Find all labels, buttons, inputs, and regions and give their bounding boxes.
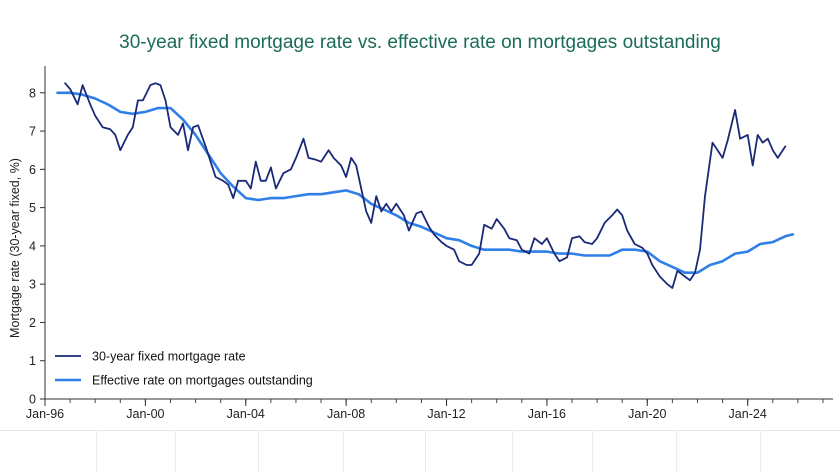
x-tick-label: Jan-16 — [528, 407, 566, 421]
series-line-30yr-fixed — [64, 82, 787, 289]
x-tick-label: Jan-20 — [628, 407, 666, 421]
x-tick-label: Jan-24 — [729, 407, 767, 421]
x-tick-label: Jan-96 — [26, 407, 64, 421]
y-tick-label: 8 — [29, 86, 36, 100]
y-tick-label: 2 — [29, 316, 36, 330]
y-tick-label: 1 — [29, 354, 36, 368]
series-line-effective-rate — [56, 91, 795, 274]
y-tick-label: 6 — [29, 163, 36, 177]
legend-label: Effective rate on mortgages outstanding — [92, 374, 313, 388]
y-tick-label: 0 — [29, 393, 36, 407]
y-axis-title: Mortgage rate (30-year fixed, %) — [8, 158, 22, 338]
y-tick-label: 4 — [29, 239, 36, 253]
series-layer — [56, 82, 795, 289]
legend-label: 30-year fixed mortgage rate — [92, 350, 246, 364]
x-tick-label: Jan-04 — [227, 407, 265, 421]
chart-title: 30-year fixed mortgage rate vs. effectiv… — [119, 32, 721, 53]
x-tick-label: Jan-08 — [327, 407, 365, 421]
y-tick-label: 5 — [29, 201, 36, 215]
footer-strip — [0, 430, 840, 473]
x-tick-label: Jan-00 — [126, 407, 164, 421]
y-tick-label: 7 — [29, 125, 36, 139]
line-chart: 0 1 2 3 4 5 6 7 8 Jan-96 Jan-00 Jan-04 Jan-08 Jan-12… — [8, 66, 833, 421]
x-tick-label: Jan-12 — [427, 407, 465, 421]
y-axis: 0 1 2 3 4 5 6 7 8 — [29, 66, 46, 407]
x-axis: Jan-96 Jan-00 Jan-04 Jan-08 Jan-12 Jan-16 Jan-… — [26, 398, 833, 421]
legend: 30-year fixed mortgage rate Effective rat… — [55, 350, 313, 388]
y-tick-label: 3 — [29, 278, 36, 292]
